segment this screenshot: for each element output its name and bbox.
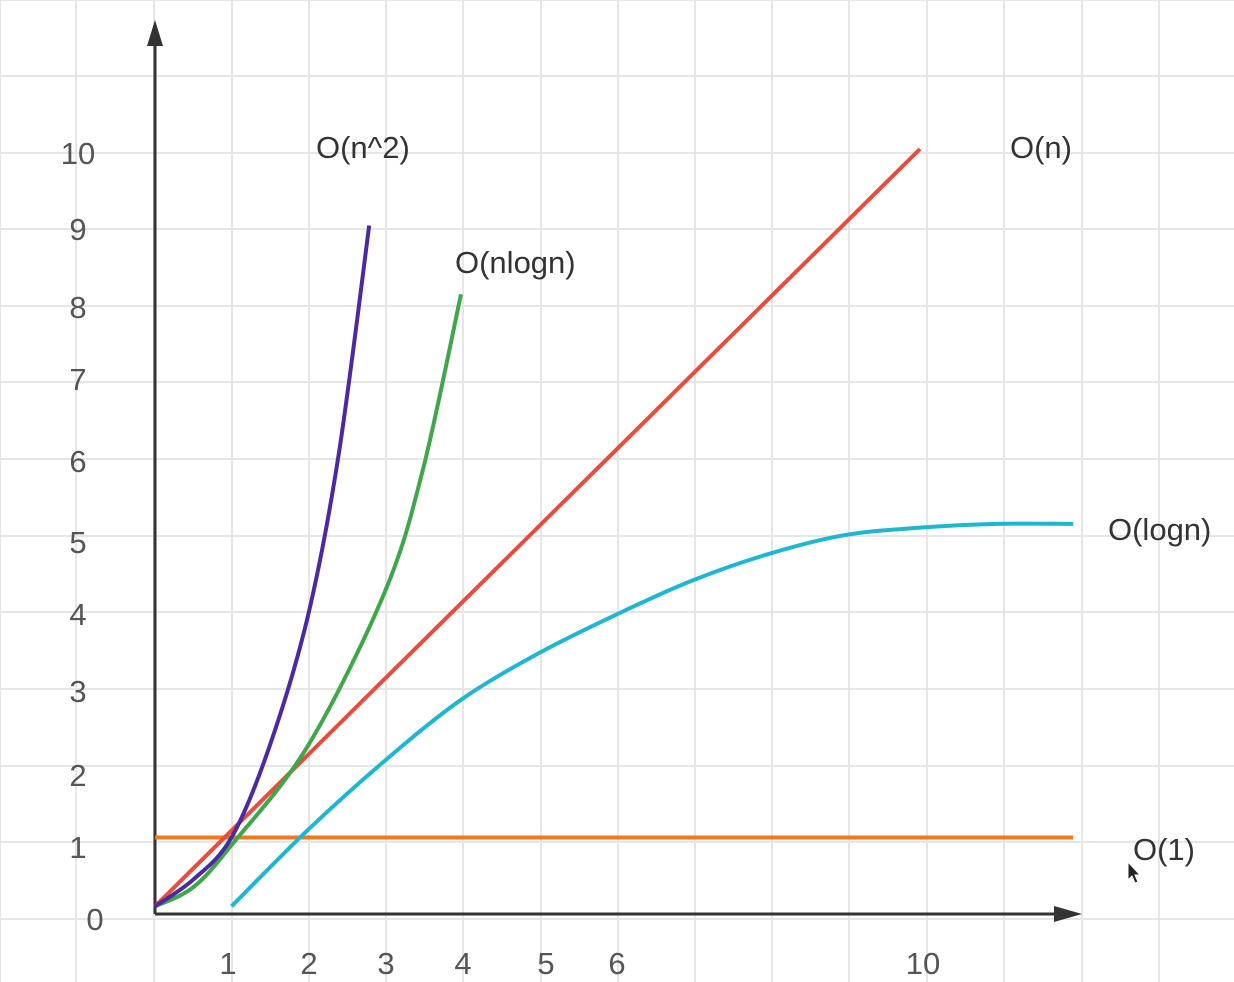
series-label-o-1: O(1) — [1133, 832, 1195, 867]
y-tick-label: 4 — [69, 597, 86, 632]
series-line-o-n-2 — [153, 225, 372, 909]
series-label-o-logn: O(logn) — [1108, 512, 1211, 547]
x-axis-arrow — [1054, 906, 1082, 922]
y-tick-label: 2 — [69, 758, 86, 793]
x-tick-label: 5 — [537, 946, 554, 981]
x-tick-label: 2 — [300, 946, 317, 981]
y-tick-label: 10 — [61, 136, 95, 171]
y-axis-arrow — [147, 20, 163, 46]
x-tick-label: 6 — [608, 946, 625, 981]
y-tick-label: 6 — [69, 444, 86, 479]
mouse-cursor-icon — [1127, 860, 1142, 884]
y-tick-label: 1 — [69, 830, 86, 865]
y-tick-label: 8 — [69, 290, 86, 325]
tick-labels: 0 1 2 3 4 5 6 7 8 9 10 1 2 3 4 5 6 10 — [61, 136, 940, 981]
axes — [147, 20, 1082, 922]
x-tick-label: 10 — [906, 946, 940, 981]
x-tick-label: 1 — [219, 946, 236, 981]
series-label-o-n: O(n) — [1010, 130, 1072, 165]
series-label-o-n-2: O(n^2) — [316, 130, 410, 165]
y-tick-label: 3 — [69, 674, 86, 709]
y-tick-label: 9 — [69, 212, 86, 247]
y-tick-label: 7 — [69, 362, 86, 397]
x-tick-label: 3 — [377, 946, 394, 981]
y-tick-label: 5 — [69, 525, 86, 560]
series-labels: O(n^2) O(nlogn) O(n) O(logn) O(1) — [316, 130, 1211, 867]
y-tick-label: 0 — [86, 902, 103, 937]
series-label-o-nlogn: O(nlogn) — [455, 245, 576, 280]
series-line-o-logn — [230, 521, 1074, 908]
x-tick-label: 4 — [454, 946, 471, 981]
series-line-o-nlogn — [154, 293, 463, 909]
series-group — [153, 147, 1074, 909]
